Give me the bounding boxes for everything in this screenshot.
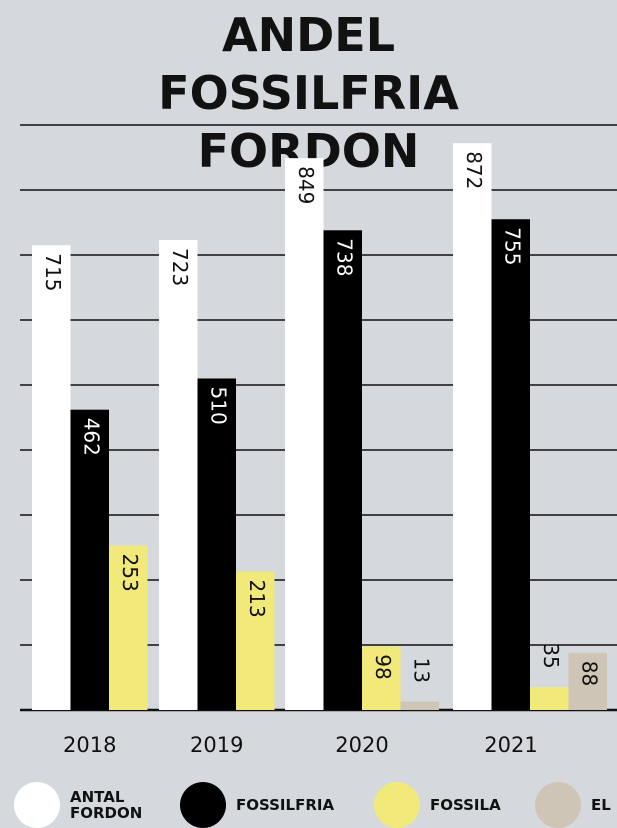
value-label: 738	[332, 238, 356, 276]
bar	[323, 230, 362, 711]
bar	[285, 158, 324, 710]
legend-label: FOSSILFRIA	[236, 796, 335, 814]
legend-label: FOSSILA	[430, 796, 501, 814]
bar	[491, 219, 530, 710]
value-label: 510	[206, 387, 230, 425]
legend-swatch	[14, 782, 60, 828]
value-label: 98	[371, 654, 395, 679]
legend-item: ANTAL FORDON	[14, 782, 143, 828]
legend-item: FOSSILA	[374, 782, 501, 828]
value-label: 13	[409, 658, 433, 683]
bar	[453, 143, 492, 710]
value-label: 872	[462, 151, 486, 189]
legend-label: ANTAL FORDON	[70, 788, 143, 822]
value-label: 35	[539, 643, 563, 668]
x-tick-label: 2018	[63, 733, 116, 757]
bar	[362, 646, 401, 710]
x-tick-label: 2019	[190, 733, 243, 757]
bar	[400, 701, 439, 710]
value-label: 253	[118, 554, 142, 592]
x-tick-label: 2021	[484, 733, 537, 757]
bar	[109, 545, 148, 710]
x-tick-label: 2020	[335, 733, 388, 757]
chart-title: ANDEL FOSSILFRIA FORDON	[158, 8, 459, 178]
value-label: 88	[577, 661, 601, 686]
bar	[236, 571, 275, 710]
bar	[530, 687, 569, 710]
bar	[159, 240, 198, 711]
bar	[197, 378, 236, 710]
value-label: 723	[168, 248, 192, 286]
value-label: 715	[41, 253, 65, 291]
value-label: 755	[500, 227, 524, 265]
value-label: 849	[294, 166, 318, 204]
legend-item: FOSSILFRIA	[180, 782, 334, 828]
bar	[32, 245, 71, 710]
legend-swatch	[180, 782, 226, 828]
legend-swatch	[535, 782, 581, 828]
bar	[568, 652, 607, 710]
legend-swatch	[374, 782, 420, 828]
bar	[70, 409, 109, 710]
legend-label: EL	[591, 796, 611, 814]
value-label: 213	[245, 580, 269, 618]
value-label: 462	[79, 418, 103, 456]
legend-item: EL	[535, 782, 611, 828]
